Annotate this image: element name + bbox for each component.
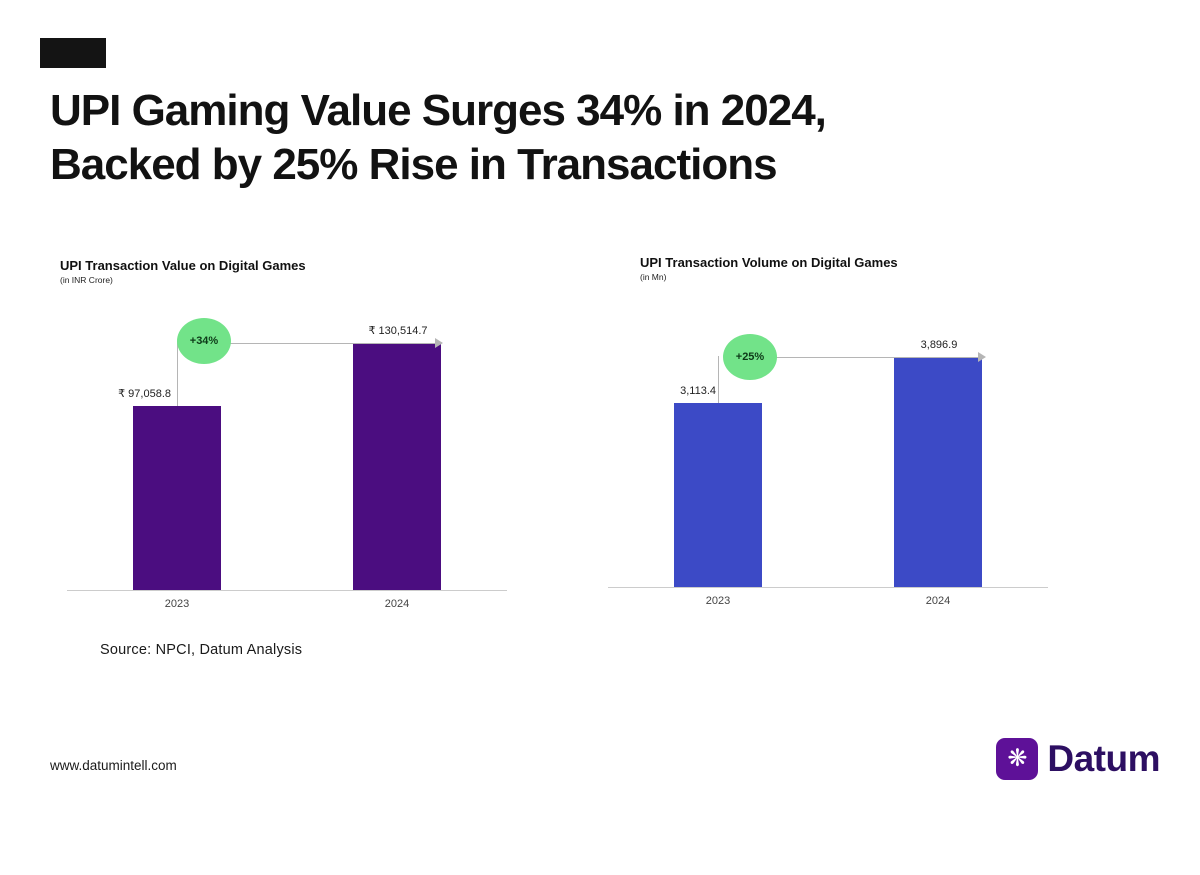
x-label-2024: 2024 — [925, 595, 951, 607]
title-line-2: Backed by 25% Rise in Transactions — [50, 139, 778, 189]
brand-wordmark: Datum — [1047, 738, 1160, 779]
bar-2023 — [133, 406, 221, 590]
value-label-2024: 3,896.9 — [920, 339, 958, 351]
chart-transaction-value: UPI Transaction Value on Digital Games (… — [60, 258, 530, 658]
x-label-2023: 2023 — [705, 595, 731, 607]
x-label-2024: 2024 — [384, 598, 410, 610]
bar-2023 — [674, 403, 762, 587]
growth-badge: +34% — [177, 318, 231, 364]
chart-subtitle: (in INR Crore) — [60, 275, 113, 285]
connector-horizontal-line — [776, 357, 984, 358]
x-label-2023: 2023 — [164, 598, 190, 610]
bar-2024 — [353, 343, 441, 590]
page-title: UPI Gaming Value Surges 34% in 2024, Bac… — [50, 84, 1100, 191]
connector-horizontal-line — [229, 343, 441, 344]
source-note: Source: NPCI, Datum Analysis — [100, 642, 303, 658]
chart-title: UPI Transaction Volume on Digital Games — [640, 255, 898, 270]
arrow-right-icon — [435, 338, 443, 348]
brand-logo: ❋ Datum — [996, 738, 1160, 780]
website-url: www.datumintell.com — [50, 758, 177, 773]
plot-area: +25% 3,113.4 3,896.9 2023 2024 — [608, 297, 1048, 607]
chart-title: UPI Transaction Value on Digital Games — [60, 258, 306, 273]
value-label-2023: 3,113.4 — [680, 385, 716, 397]
bar-2024 — [894, 357, 982, 587]
value-label-2023: ₹ 97,058.8 — [118, 388, 171, 400]
chart-subtitle: (in Mn) — [640, 272, 667, 282]
value-label-2024: ₹ 130,514.7 — [368, 325, 428, 337]
arrow-right-icon — [978, 352, 986, 362]
datum-logo-icon: ❋ — [996, 738, 1039, 780]
plot-area: +34% ₹ 97,058.8 ₹ 130,514.7 2023 2024 — [67, 300, 507, 610]
connector-vertical-line — [718, 356, 719, 403]
connector-vertical-line — [177, 341, 178, 406]
title-line-1: UPI Gaming Value Surges 34% in 2024, — [50, 86, 827, 135]
accent-block — [40, 38, 106, 68]
chart-transaction-volume: UPI Transaction Volume on Digital Games … — [605, 255, 1075, 655]
growth-badge: +25% — [723, 334, 777, 380]
